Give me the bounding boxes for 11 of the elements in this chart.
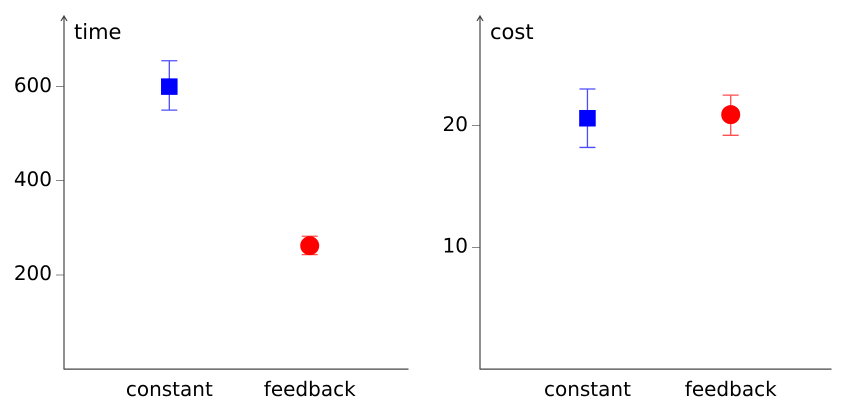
y-tick-label: 400 [14, 166, 52, 191]
y-axis-title: time [74, 20, 122, 44]
x-tick-label: constant [126, 377, 213, 402]
y-tick-label: 20 [442, 112, 468, 136]
y-tick-label: 600 [14, 72, 52, 97]
y-tick-label: 10 [442, 233, 468, 258]
y-axis-title: cost [490, 20, 534, 44]
x-tick-label: feedback [684, 377, 778, 402]
x-tick-label: feedback [264, 377, 356, 402]
x-tick-label: constant [544, 377, 632, 402]
y-tick-label: 200 [14, 261, 52, 286]
